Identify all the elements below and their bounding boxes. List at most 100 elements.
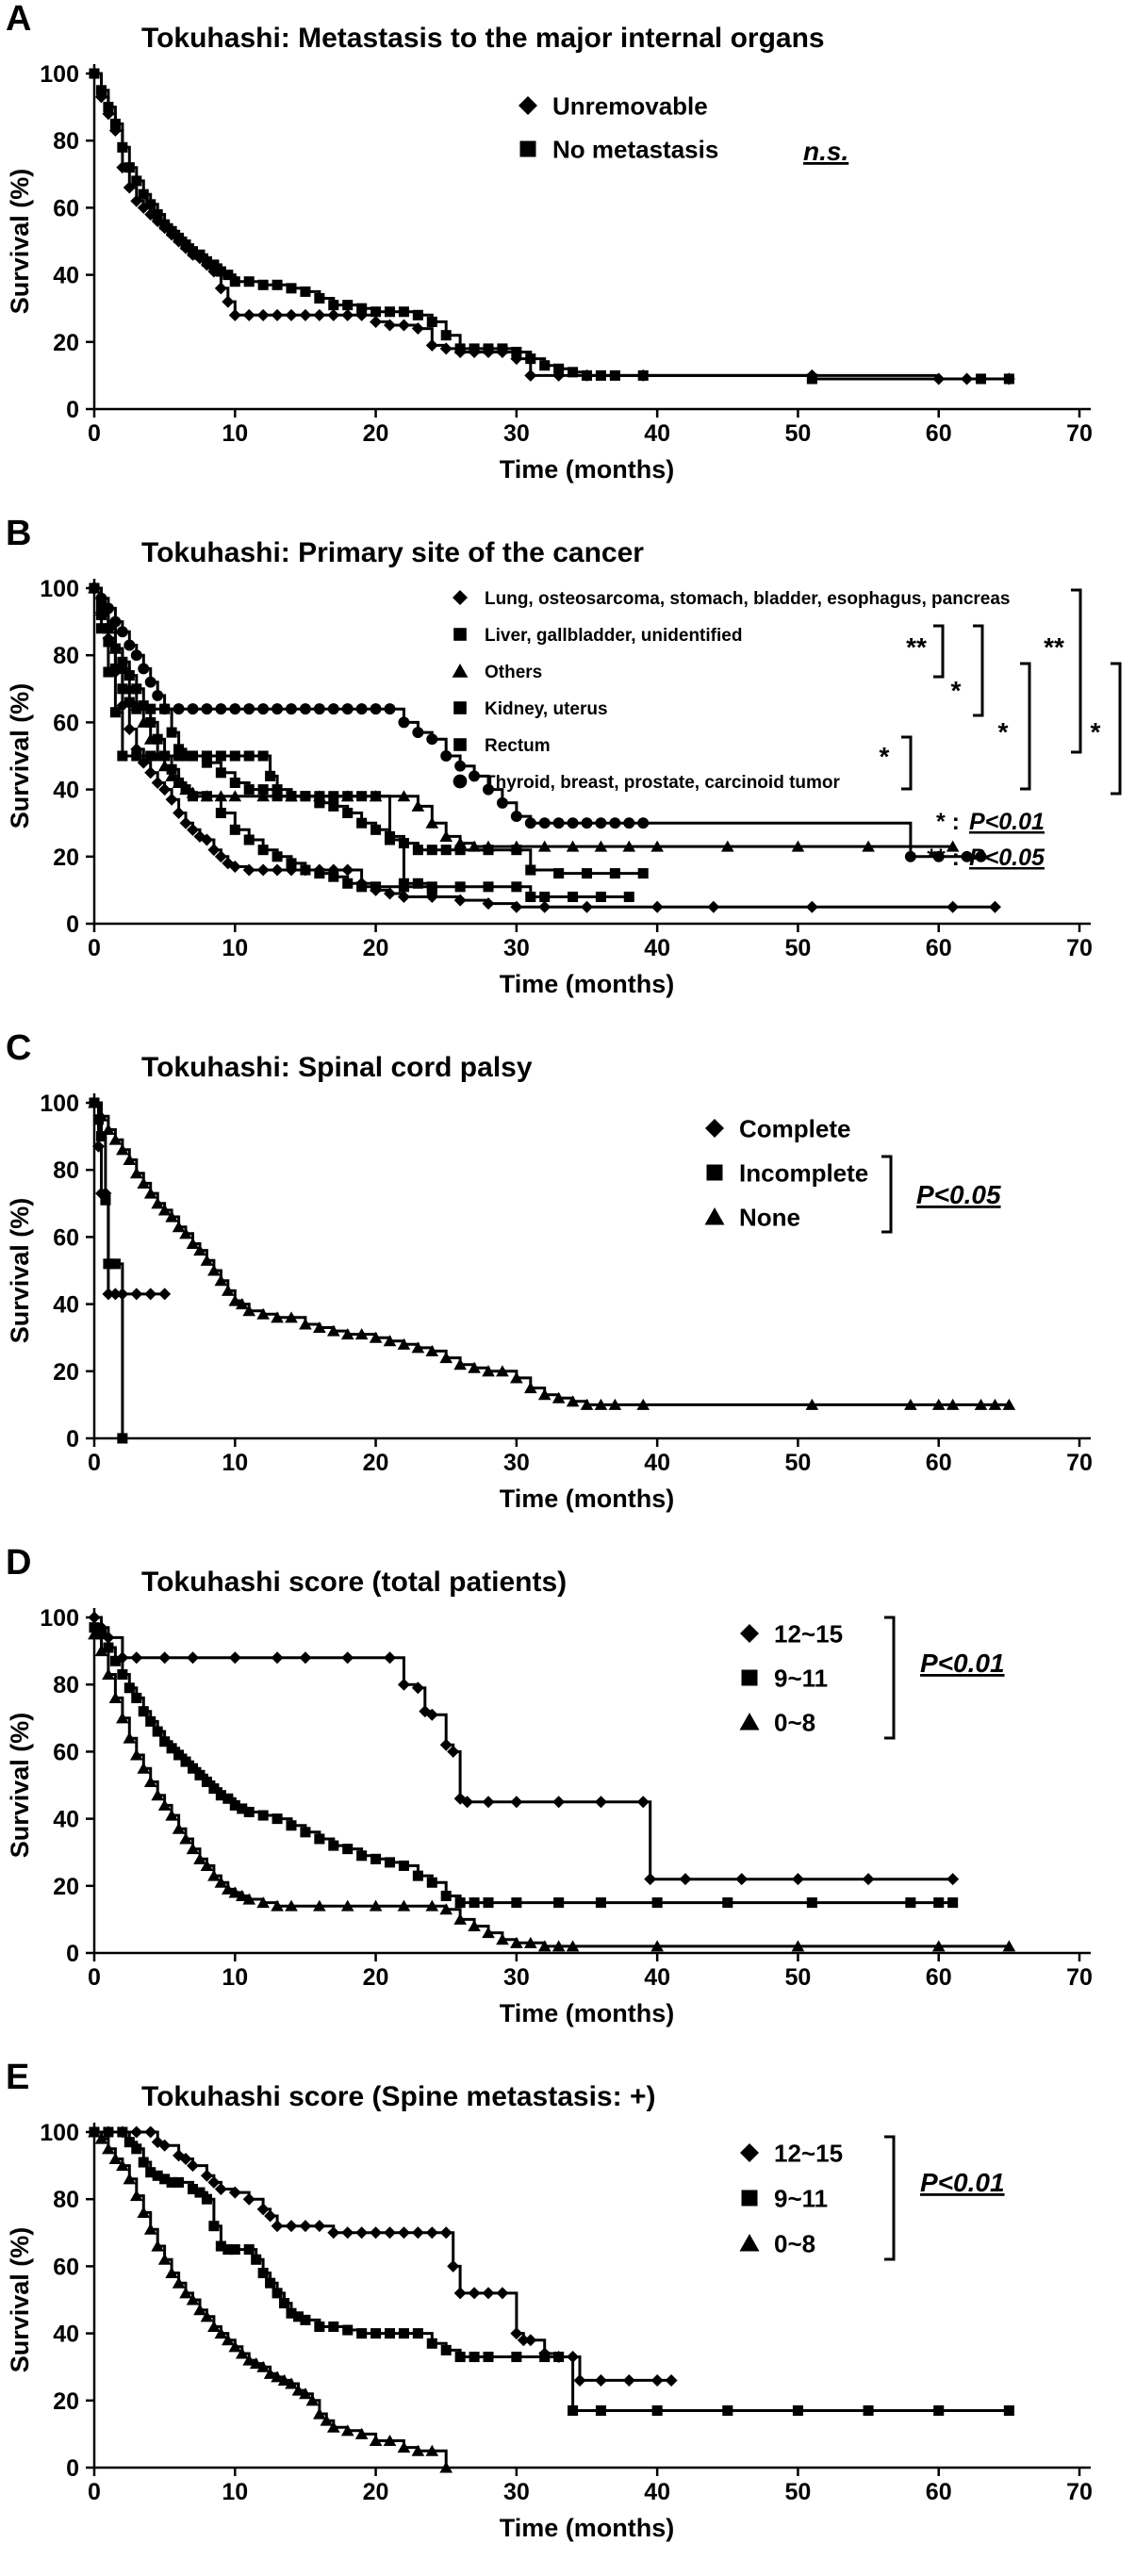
data-point-marker <box>200 833 213 846</box>
data-point-marker <box>483 343 494 354</box>
data-point-marker <box>453 1912 467 1925</box>
panel-label-a: A <box>6 0 32 39</box>
data-point-marker <box>299 1318 312 1330</box>
data-point-marker <box>573 2373 586 2387</box>
data-point-marker <box>384 1857 396 1868</box>
x-tick-label: 70 <box>1066 420 1093 447</box>
axes <box>86 579 1091 932</box>
y-axis-title: Survival (%) <box>6 683 34 829</box>
data-point-marker <box>130 1651 143 1665</box>
data-point-marker <box>411 322 424 336</box>
x-tick-label: 60 <box>926 1964 952 1991</box>
data-point-marker <box>300 864 311 876</box>
data-point-marker <box>103 102 114 113</box>
data-point-marker <box>791 1873 804 1886</box>
data-point-marker <box>286 283 297 294</box>
data-point-marker <box>109 663 121 674</box>
y-tick-label: 60 <box>53 1739 79 1765</box>
data-point-marker <box>123 162 135 173</box>
data-point-marker <box>271 1311 284 1323</box>
survival-chart-b: Tokuhashi: Primary site of the cancer 0 10… <box>6 537 1122 998</box>
data-point-marker <box>483 1897 494 1909</box>
y-tick-label: 60 <box>53 195 79 222</box>
x-tick-label: 60 <box>926 935 952 961</box>
panel-label-d: D <box>6 1544 32 1583</box>
y-tick-label: 0 <box>66 397 79 423</box>
data-point-marker <box>342 878 354 889</box>
x-tick-label: 20 <box>363 1964 389 1991</box>
x-tick-label: 50 <box>785 2479 812 2505</box>
data-point-marker <box>222 270 234 281</box>
series-no-metastasis <box>89 68 1014 385</box>
data-point-marker <box>88 1611 101 1624</box>
data-point-marker <box>292 2311 304 2322</box>
legend-marker-none <box>704 1207 725 1225</box>
data-point-marker <box>650 2373 664 2387</box>
data-point-marker <box>636 1796 650 1809</box>
x-axis-title: Time (months) <box>500 455 675 484</box>
data-point-marker <box>412 878 423 889</box>
y-tick-label: 40 <box>53 778 79 804</box>
data-point-marker <box>103 1642 114 1653</box>
data-point-marker <box>440 1890 452 1902</box>
data-point-marker <box>468 1920 481 1932</box>
data-point-marker <box>109 615 122 628</box>
data-point-marker <box>286 791 297 802</box>
y-tick-label: 20 <box>53 330 79 356</box>
data-point-marker <box>131 1692 142 1703</box>
data-point-marker <box>426 884 437 895</box>
y-tick-label: 100 <box>40 2120 79 2146</box>
data-point-marker <box>510 1371 523 1384</box>
data-point-marker <box>117 1433 128 1444</box>
data-point-marker <box>95 85 107 96</box>
data-point-marker <box>328 800 339 812</box>
data-point-marker <box>186 1238 200 1250</box>
data-point-marker <box>539 891 551 903</box>
significance-bracket <box>901 735 913 791</box>
data-point-marker <box>412 1870 423 1881</box>
data-point-marker <box>947 1873 960 1886</box>
data-point-marker <box>166 727 177 738</box>
data-point-marker <box>187 246 199 257</box>
x-axis-title: Time (months) <box>500 2514 675 2542</box>
data-point-marker <box>384 703 396 715</box>
data-point-marker <box>165 1809 178 1821</box>
data-point-marker <box>103 2126 114 2138</box>
data-point-marker <box>482 2287 495 2300</box>
legend-marker-incomplete <box>706 1164 723 1181</box>
data-point-marker <box>186 2293 200 2305</box>
axes <box>86 64 1091 418</box>
data-point-marker <box>931 1940 946 1952</box>
x-axis-title: Time (months) <box>500 1999 675 2027</box>
data-point-marker <box>511 845 522 856</box>
data-point-marker <box>650 900 664 913</box>
data-point-marker <box>594 2373 607 2387</box>
data-point-marker <box>208 2221 220 2232</box>
data-point-marker <box>580 1398 594 1410</box>
data-point-marker <box>117 141 128 153</box>
data-point-marker <box>285 1899 298 1911</box>
data-point-marker <box>1003 2404 1014 2417</box>
y-tick-label: 40 <box>53 263 79 289</box>
data-point-marker <box>88 1096 101 1108</box>
series-score-12-15 <box>88 2125 678 2387</box>
data-point-marker <box>397 2441 411 2453</box>
data-point-marker <box>806 1897 817 1909</box>
data-point-marker <box>143 1187 157 1199</box>
x-tick-label: 60 <box>926 1450 952 1476</box>
data-point-marker <box>91 1140 105 1153</box>
data-point-marker <box>356 881 368 893</box>
data-point-marker <box>439 1903 453 1915</box>
significance-bracket <box>1020 662 1031 791</box>
data-point-marker <box>123 2173 137 2185</box>
data-point-marker <box>425 1344 439 1356</box>
y-tick-label: 100 <box>40 1091 79 1117</box>
data-point-marker <box>496 1933 509 1945</box>
data-point-marker <box>286 1820 297 1831</box>
data-point-marker <box>151 1197 165 1209</box>
legend-label: 12~15 <box>774 2139 843 2167</box>
data-point-marker <box>904 850 916 862</box>
data-point-marker <box>496 1365 509 1377</box>
data-point-marker <box>328 300 339 311</box>
data-point-marker <box>650 1940 664 1952</box>
